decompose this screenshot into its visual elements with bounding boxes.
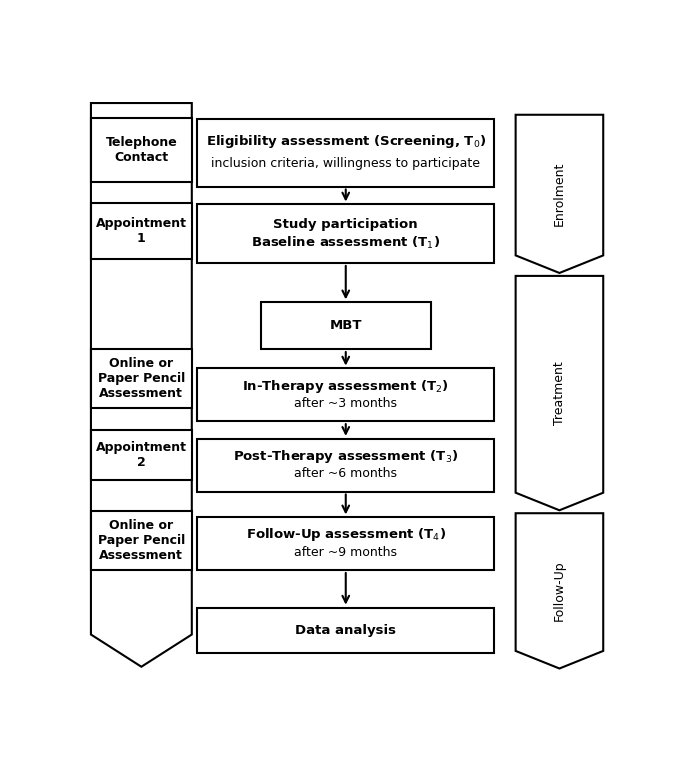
Text: Follow-Up: Follow-Up <box>553 561 566 621</box>
FancyBboxPatch shape <box>91 511 192 570</box>
Text: after ~6 months: after ~6 months <box>295 467 397 480</box>
Text: Appointment
2: Appointment 2 <box>96 441 187 469</box>
Text: In-Therapy assessment (T$_2$): In-Therapy assessment (T$_2$) <box>242 377 449 395</box>
Text: Post-Therapy assessment (T$_3$): Post-Therapy assessment (T$_3$) <box>233 448 458 465</box>
FancyBboxPatch shape <box>261 302 431 349</box>
FancyBboxPatch shape <box>197 119 495 186</box>
FancyBboxPatch shape <box>91 118 192 182</box>
Text: Treatment: Treatment <box>553 361 566 425</box>
FancyBboxPatch shape <box>197 368 495 422</box>
Text: Online or
Paper Pencil
Assessment: Online or Paper Pencil Assessment <box>98 357 185 400</box>
Text: Data analysis: Data analysis <box>295 624 396 637</box>
Text: MBT: MBT <box>329 319 362 333</box>
Text: Eligibility assessment (Screening, T$_0$): Eligibility assessment (Screening, T$_0$… <box>206 133 486 150</box>
Text: after ~9 months: after ~9 months <box>295 546 397 559</box>
FancyBboxPatch shape <box>197 205 495 263</box>
FancyBboxPatch shape <box>91 430 192 479</box>
Text: inclusion criteria, willingness to participate: inclusion criteria, willingness to parti… <box>211 158 480 170</box>
Text: Study participation: Study participation <box>273 218 418 231</box>
Text: after ~3 months: after ~3 months <box>295 397 397 410</box>
Text: Telephone
Contact: Telephone Contact <box>105 136 177 164</box>
FancyBboxPatch shape <box>197 439 495 492</box>
Text: Appointment
1: Appointment 1 <box>96 217 187 245</box>
Text: Online or
Paper Pencil
Assessment: Online or Paper Pencil Assessment <box>98 519 185 562</box>
FancyBboxPatch shape <box>197 607 495 653</box>
FancyBboxPatch shape <box>197 517 495 570</box>
Text: Baseline assessment (T$_1$): Baseline assessment (T$_1$) <box>251 235 440 251</box>
Text: Enrolment: Enrolment <box>553 161 566 226</box>
Text: Follow-Up assessment (T$_4$): Follow-Up assessment (T$_4$) <box>246 527 446 543</box>
FancyBboxPatch shape <box>91 203 192 259</box>
FancyBboxPatch shape <box>91 349 192 408</box>
